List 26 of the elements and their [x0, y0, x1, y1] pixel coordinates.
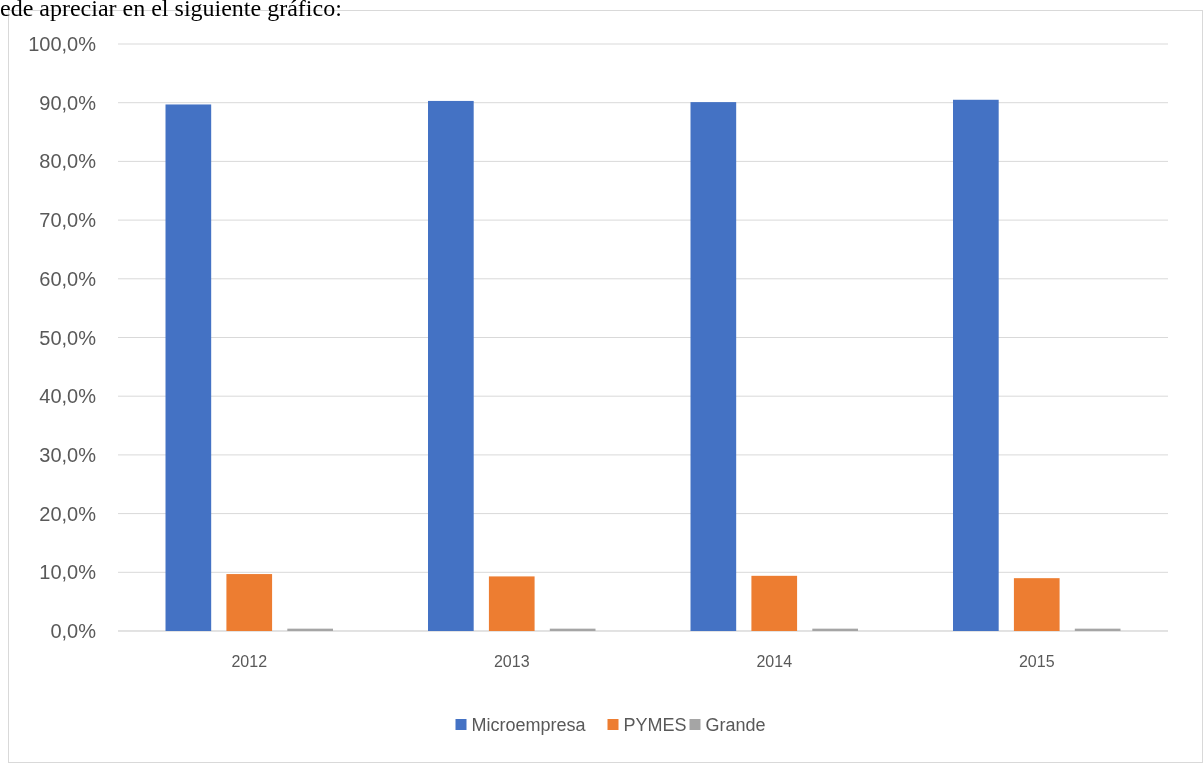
bar — [226, 574, 273, 631]
y-tick-label: 60,0% — [39, 267, 97, 290]
y-tick-label: 20,0% — [39, 502, 97, 525]
y-tick-label: 90,0% — [39, 91, 97, 114]
y-tick-label: 100,0% — [28, 33, 97, 55]
bar — [690, 102, 737, 631]
legend-label: Grande — [705, 715, 766, 736]
y-tick-label: 80,0% — [39, 150, 97, 173]
y-tick-label: 70,0% — [39, 209, 97, 232]
y-tick-label: 0,0% — [50, 620, 97, 642]
x-tick-label: 2012 — [231, 653, 268, 670]
bar — [1013, 578, 1060, 631]
x-tick-label: 2014 — [756, 653, 793, 670]
bar — [751, 575, 798, 631]
y-tick-label: 40,0% — [39, 385, 97, 408]
bar — [428, 100, 474, 631]
bar — [953, 99, 999, 631]
y-tick-label: 10,0% — [39, 561, 97, 584]
y-tick-label: 50,0% — [39, 326, 97, 349]
x-tick-label: 2013 — [493, 653, 530, 670]
x-tick-label: 2015 — [1018, 653, 1055, 670]
legend-label: PYMES — [623, 715, 687, 736]
y-tick-label: 30,0% — [39, 443, 97, 466]
bar — [165, 104, 212, 631]
legend-label: Microempresa — [471, 715, 587, 736]
bar — [488, 576, 535, 631]
